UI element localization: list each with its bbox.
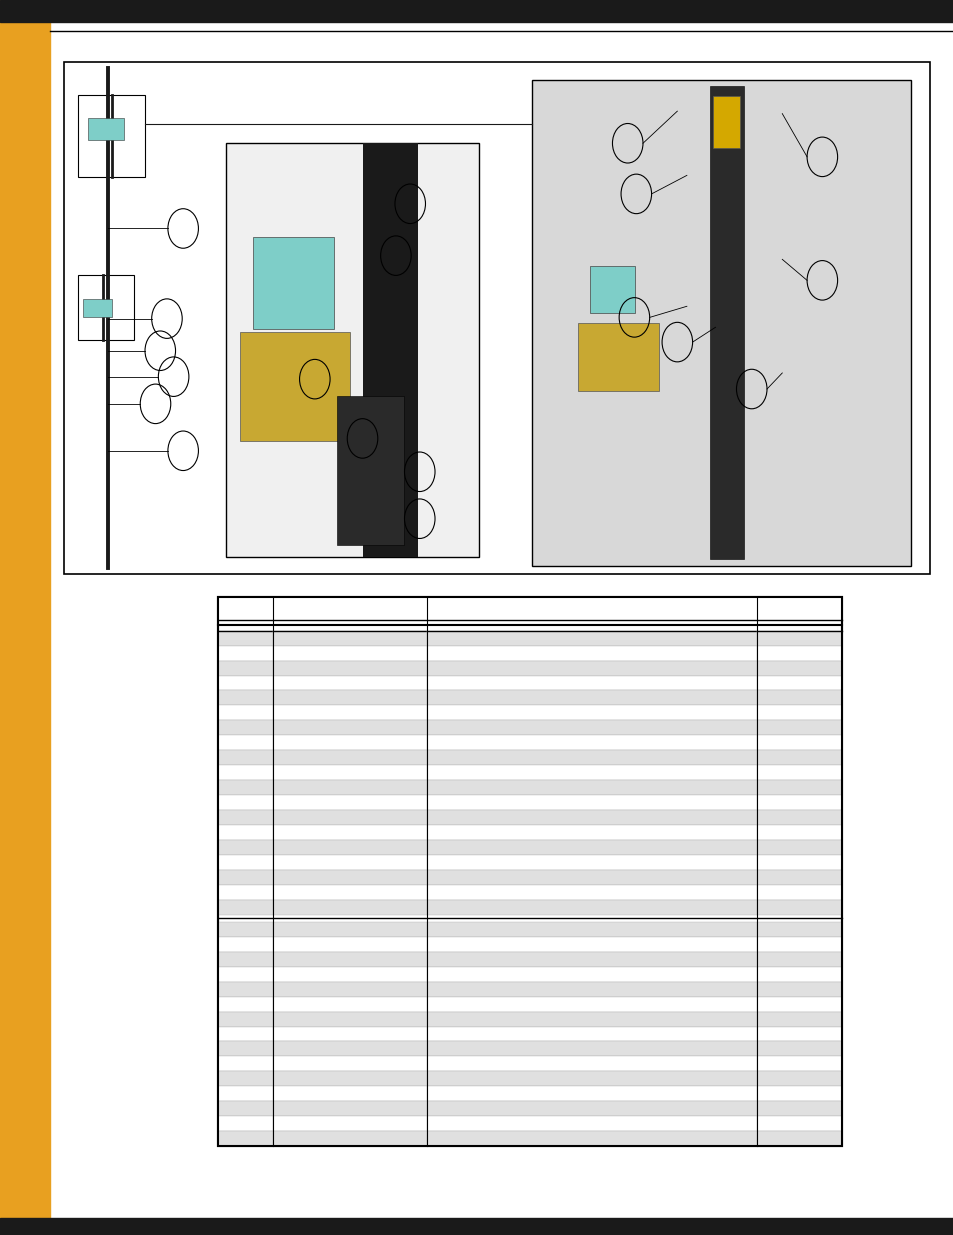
Bar <box>253 237 334 330</box>
Bar <box>217 952 841 967</box>
Bar <box>217 781 841 795</box>
Bar <box>217 899 841 915</box>
Bar <box>217 1041 841 1056</box>
Bar <box>217 795 841 810</box>
Bar <box>217 750 841 766</box>
Bar <box>217 855 841 869</box>
Bar <box>362 143 417 557</box>
Bar <box>217 982 841 997</box>
Bar <box>83 299 112 317</box>
Bar <box>217 825 841 840</box>
Bar <box>710 86 743 559</box>
Bar <box>217 1116 841 1131</box>
Bar <box>217 1011 841 1026</box>
Bar <box>226 143 478 557</box>
Bar <box>217 1072 841 1087</box>
Bar <box>217 735 841 750</box>
Bar <box>217 766 841 781</box>
Bar <box>217 937 841 952</box>
Bar <box>217 661 841 676</box>
Bar <box>217 884 841 899</box>
Bar <box>217 1102 841 1116</box>
Bar <box>217 720 841 735</box>
Bar <box>0 1218 953 1235</box>
Bar <box>217 967 841 982</box>
Bar <box>217 676 841 690</box>
Bar <box>217 705 841 720</box>
Bar <box>0 0 953 22</box>
Bar <box>578 324 659 391</box>
Bar <box>217 1131 841 1146</box>
Bar <box>217 646 841 661</box>
Bar <box>78 275 133 340</box>
Bar <box>589 267 635 314</box>
Bar <box>713 96 740 148</box>
Bar <box>217 597 841 1146</box>
Bar <box>0 0 50 1235</box>
Bar <box>217 597 841 620</box>
Bar <box>217 840 841 855</box>
Bar <box>217 997 841 1011</box>
Bar <box>217 690 841 705</box>
Bar <box>337 396 404 545</box>
Bar <box>217 597 841 1146</box>
Bar <box>217 923 841 937</box>
Bar <box>217 1056 841 1072</box>
Bar <box>217 810 841 825</box>
Bar <box>240 332 350 441</box>
Bar <box>217 869 841 884</box>
Bar <box>88 117 124 140</box>
Bar <box>64 62 929 574</box>
Bar <box>217 631 841 646</box>
Bar <box>217 1087 841 1102</box>
Bar <box>532 80 910 566</box>
Bar <box>78 95 145 177</box>
Bar <box>217 1026 841 1041</box>
